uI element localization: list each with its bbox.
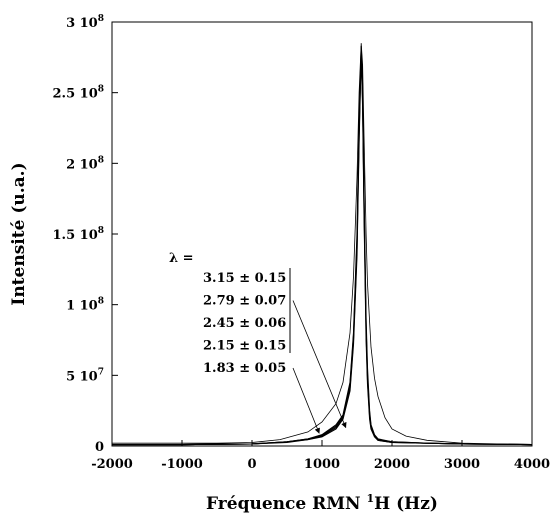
legend-entry: 2.45 ± 0.06 bbox=[203, 316, 286, 331]
annotation-arrow bbox=[292, 367, 320, 434]
y-tick-exponent: 7 bbox=[98, 367, 104, 377]
plot-frame bbox=[111, 21, 533, 447]
y-tick-exponent: 8 bbox=[98, 85, 104, 95]
legend-entry: 1.83 ± 0.05 bbox=[203, 361, 286, 376]
y-tick-label: 2.5 108 bbox=[53, 85, 105, 102]
x-axis-ticks: -2000 -1000 0 1000 2000 3000 4000 bbox=[91, 440, 550, 472]
x-tick-label: -2000 bbox=[91, 457, 133, 472]
x-tick-label: 0 bbox=[247, 457, 256, 472]
x-axis-title-prefix: Fréquence RMN bbox=[206, 494, 366, 514]
x-tick-label: 1000 bbox=[304, 457, 340, 472]
spectrum-curves bbox=[112, 43, 533, 446]
legend-entry: 3.15 ± 0.15 bbox=[203, 271, 286, 286]
x-axis-title-suffix: H (Hz) bbox=[374, 494, 438, 514]
x-axis-title-superscript: 1 bbox=[367, 492, 375, 505]
y-tick-label: 5 107 bbox=[66, 367, 104, 384]
spectrum-curve-3 bbox=[112, 48, 533, 446]
y-tick-label: 2 108 bbox=[66, 155, 104, 172]
y-tick-exponent: 8 bbox=[98, 226, 104, 236]
legend-header: λ = bbox=[169, 251, 194, 266]
spectrum-curve-1 bbox=[112, 43, 533, 445]
legend: λ = 3.15 ± 0.15 2.79 ± 0.07 2.45 ± 0.06 2.1… bbox=[169, 251, 291, 376]
y-axis-ticks: 0 5 107 1 108 1.5 108 2 108 2.5 108 3 108 bbox=[53, 14, 118, 455]
annotation-arrows bbox=[292, 300, 347, 434]
y-tick-label: 0 bbox=[95, 440, 104, 455]
spectrum-curve-2 bbox=[112, 45, 533, 446]
y-tick-label: 3 108 bbox=[66, 14, 104, 31]
y-tick-label: 1 108 bbox=[66, 297, 104, 314]
spectrum-curve-4 bbox=[112, 51, 533, 446]
y-tick-exponent: 8 bbox=[98, 297, 104, 307]
x-tick-label: -1000 bbox=[161, 457, 203, 472]
y-axis-title: Intensité (u.a.) bbox=[9, 162, 29, 305]
x-axis-title: Fréquence RMN 1H (Hz) bbox=[206, 492, 438, 514]
legend-entry: 2.79 ± 0.07 bbox=[203, 294, 286, 309]
x-tick-label: 3000 bbox=[444, 457, 480, 472]
spectrum-curve-5 bbox=[112, 54, 533, 446]
legend-entry: 2.15 ± 0.15 bbox=[203, 339, 286, 354]
x-tick-label: 2000 bbox=[374, 457, 410, 472]
y-tick-label: 1.5 108 bbox=[53, 226, 105, 243]
x-tick-label: 4000 bbox=[514, 457, 550, 472]
y-tick-exponent: 8 bbox=[98, 155, 104, 165]
annotation-arrow bbox=[292, 300, 347, 429]
y-tick-exponent: 8 bbox=[98, 14, 104, 24]
